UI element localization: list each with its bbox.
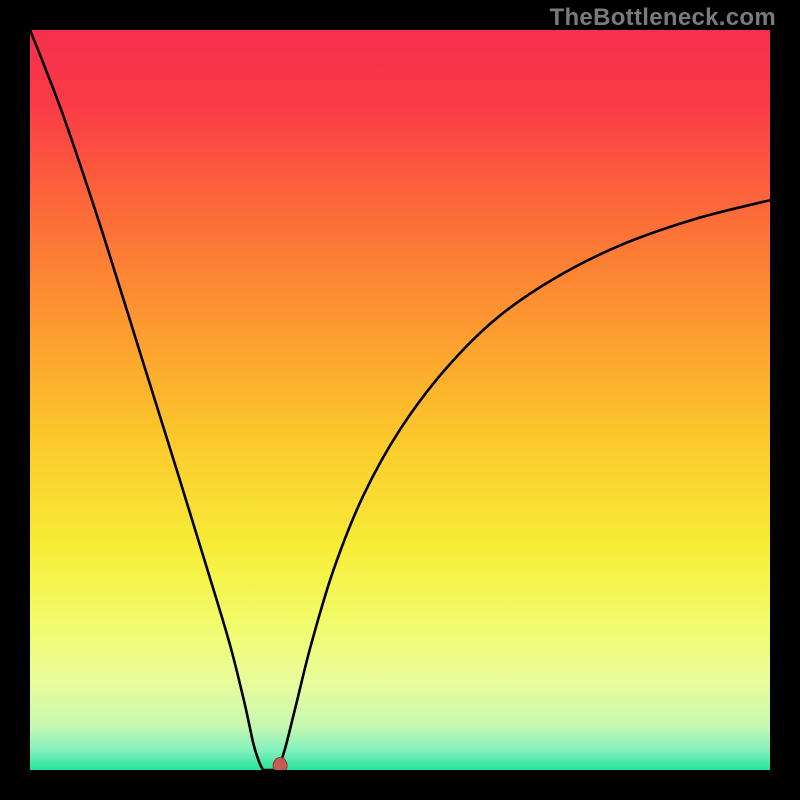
watermark-text: TheBottleneck.com [550, 4, 776, 32]
chart-background [30, 30, 770, 770]
chart-frame: TheBottleneck.com [0, 0, 800, 800]
optimum-marker [273, 758, 287, 770]
chart-svg [30, 30, 770, 770]
plot-area [30, 30, 770, 770]
